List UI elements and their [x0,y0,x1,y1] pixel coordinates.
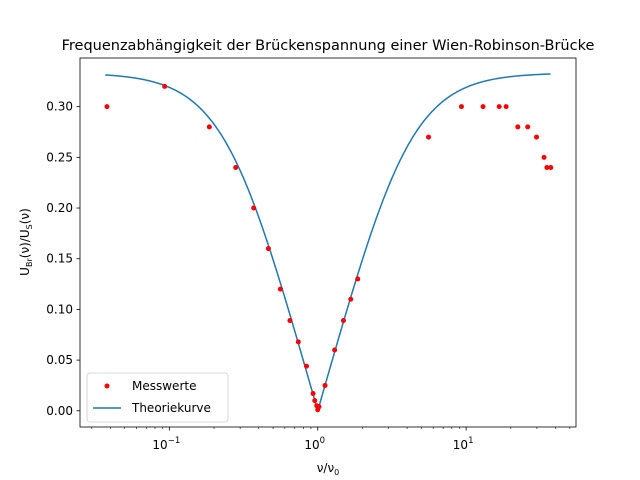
data-point-messwerte [206,124,212,130]
data-point-messwerte [332,347,338,353]
data-point-messwerte [544,164,550,170]
legend: Messwerte Theoriekurve [86,372,229,423]
data-point-messwerte [295,339,301,345]
data-point-messwerte [534,134,540,140]
data-point-messwerte [277,286,283,292]
data-point-messwerte [541,154,547,160]
y-tick-label: 0.15 [46,252,73,266]
y-tick-label: 0.30 [46,100,73,114]
data-point-messwerte [287,318,293,324]
plot-series [104,73,554,414]
y-tick-label: 0.25 [46,150,73,164]
legend-label-messwerte: Messwerte [132,379,196,393]
legend-box [86,372,229,423]
data-point-messwerte [304,363,309,369]
data-point-messwerte [316,404,322,410]
data-point-messwerte [348,296,354,302]
data-point-messwerte [503,104,509,110]
theory-curve-line [105,73,551,414]
chart-title: Frequenzabhängigkeit der Brückenspannung… [62,38,595,54]
data-point-messwerte [426,134,432,140]
x-tick-label: 101 [453,436,474,452]
y-axis-label: UBr(ν)/US(ν) [18,208,34,276]
y-tick-label: 0.05 [46,353,73,367]
y-axis-label-sub1: Br [25,258,34,267]
x-tick-label-base: 10 [304,438,319,452]
data-point-messwerte [355,276,361,282]
plot-frame [79,57,577,428]
data-point-messwerte [312,398,318,404]
data-point-messwerte [515,124,521,130]
data-point-messwerte [265,246,271,252]
x-axis: 10−1 100 101 [91,427,571,452]
y-tick-label: 0.20 [46,201,73,215]
legend-label-theoriekurve: Theoriekurve [131,401,211,415]
data-point-messwerte [310,391,316,397]
legend-marker-messwerte [104,383,110,389]
x-tick-label-base: 10 [453,438,468,452]
y-axis: 0.00 0.05 0.10 0.15 0.20 0.25 0.30 [46,100,80,418]
data-point-messwerte [251,205,257,211]
x-axis-label-base: ν/ν [317,461,335,475]
x-axis-label-sub: 0 [334,468,339,477]
x-tick-label-exponent: 0 [320,436,325,446]
x-tick-label: 100 [304,436,325,452]
data-point-messwerte [322,382,328,388]
data-point-messwerte [104,104,110,110]
y-axis-label-part3: (ν) [18,208,32,224]
data-point-messwerte [458,104,464,110]
data-point-messwerte [496,104,502,110]
data-point-messwerte [525,124,531,130]
data-point-messwerte [233,164,239,170]
x-axis-label: ν/ν0 [317,461,340,477]
data-point-messwerte [548,164,554,170]
x-tick-label-exponent: −1 [168,436,181,446]
y-tick-label: 0.10 [46,302,73,316]
x-tick-label-base: 10 [152,438,167,452]
x-tick-label-exponent: 1 [468,436,473,446]
data-point-messwerte [162,83,168,89]
data-point-messwerte [480,104,486,110]
y-axis-label-sub2: S [25,224,34,229]
y-axis-label-part1: U [18,267,32,276]
y-tick-label: 0.00 [46,404,73,418]
y-axis-label-part2: (ν)/U [18,229,32,258]
data-point-messwerte [340,318,346,324]
x-tick-label: 10−1 [152,436,180,452]
